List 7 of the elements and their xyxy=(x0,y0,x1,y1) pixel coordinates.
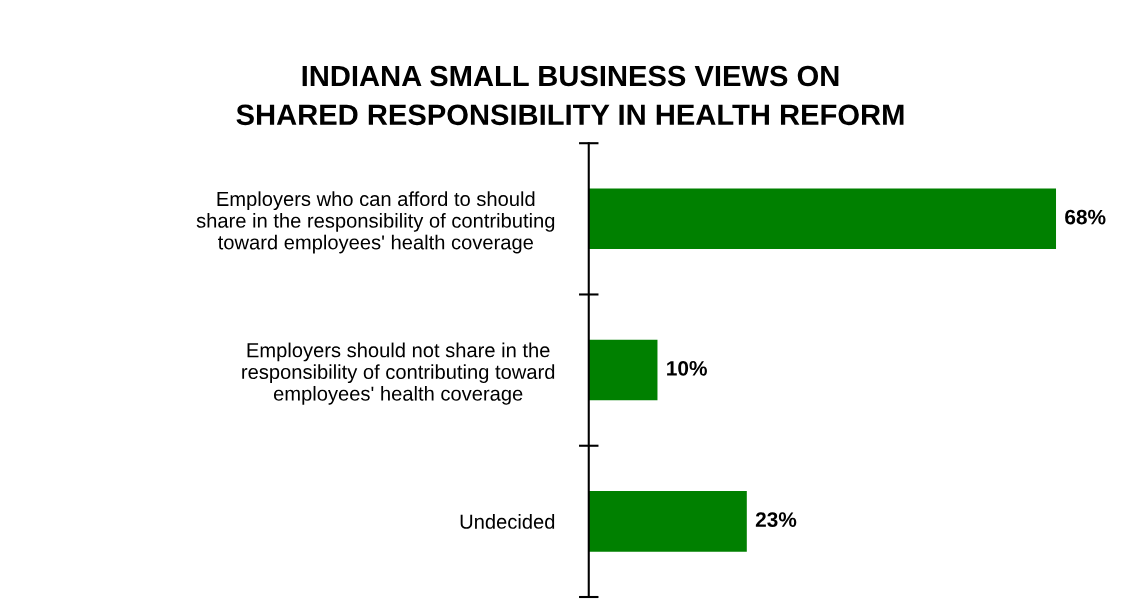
chart-title: INDIANA SMALL BUSINESS VIEWS ON SHARED RESPONSIBILITY IN HEALTH REFORM xyxy=(236,65,904,126)
data-label: 68% xyxy=(1065,209,1106,225)
data-label: 10% xyxy=(667,360,707,376)
y-tick-label: Undecided xyxy=(460,514,555,529)
data-label: 23% xyxy=(755,512,797,527)
y-tick-label: Employers who can afford to should share in the responsibility of contributing toward employees' health coverage xyxy=(196,191,555,254)
y-tick-label: Employers should not share in the responsibility of contributing toward employees' health coverage xyxy=(242,342,555,405)
